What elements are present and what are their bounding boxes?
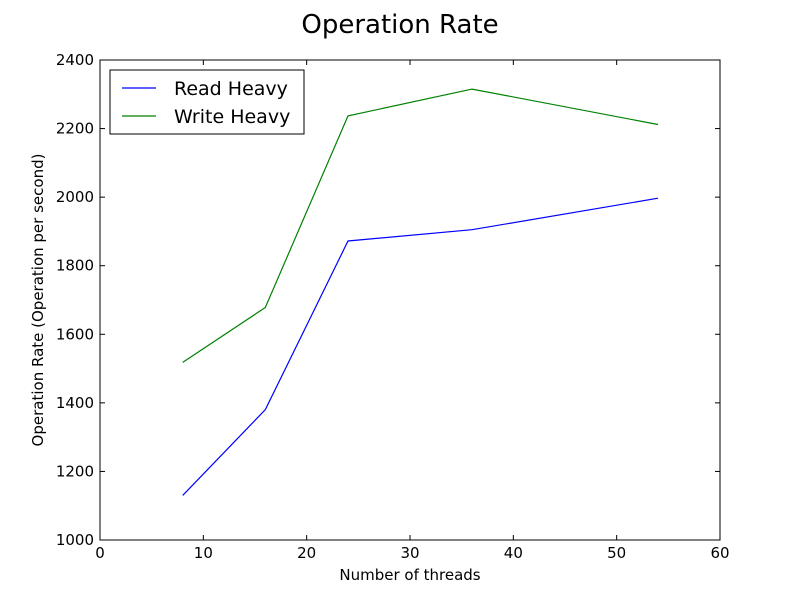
x-tick-label: 30 xyxy=(400,544,419,562)
x-axis: 0 10 20 30 40 50 60 xyxy=(95,60,730,562)
y-tick-label: 1800 xyxy=(56,257,94,275)
y-tick-label: 2400 xyxy=(56,51,94,69)
legend-label-read-heavy: Read Heavy xyxy=(174,78,288,100)
y-tick-label: 1600 xyxy=(56,325,94,343)
y-axis: 1000 1200 1400 1600 1800 2000 2200 2400 xyxy=(56,51,720,549)
x-tick-label: 40 xyxy=(504,544,523,562)
chart-title: Operation Rate xyxy=(301,10,498,40)
x-tick-label: 20 xyxy=(297,544,316,562)
x-tick-label: 0 xyxy=(95,544,105,562)
legend-label-write-heavy: Write Heavy xyxy=(174,106,290,128)
x-tick-label: 60 xyxy=(710,544,729,562)
y-tick-label: 1200 xyxy=(56,462,94,480)
y-tick-label: 2200 xyxy=(56,120,94,138)
y-tick-label: 1000 xyxy=(56,531,94,549)
legend: Read Heavy Write Heavy xyxy=(109,69,305,135)
y-tick-label: 1400 xyxy=(56,394,94,412)
x-tick-label: 50 xyxy=(607,544,626,562)
legend-box xyxy=(109,69,305,135)
x-tick-label: 10 xyxy=(194,544,213,562)
y-tick-label: 2000 xyxy=(56,188,94,206)
x-axis-label: Number of threads xyxy=(339,566,480,584)
series-line-write-heavy xyxy=(182,88,659,363)
series-line-read-heavy xyxy=(182,197,659,496)
series-layer xyxy=(182,88,659,496)
y-axis-label: Operation Rate (Operation per second) xyxy=(29,154,47,447)
